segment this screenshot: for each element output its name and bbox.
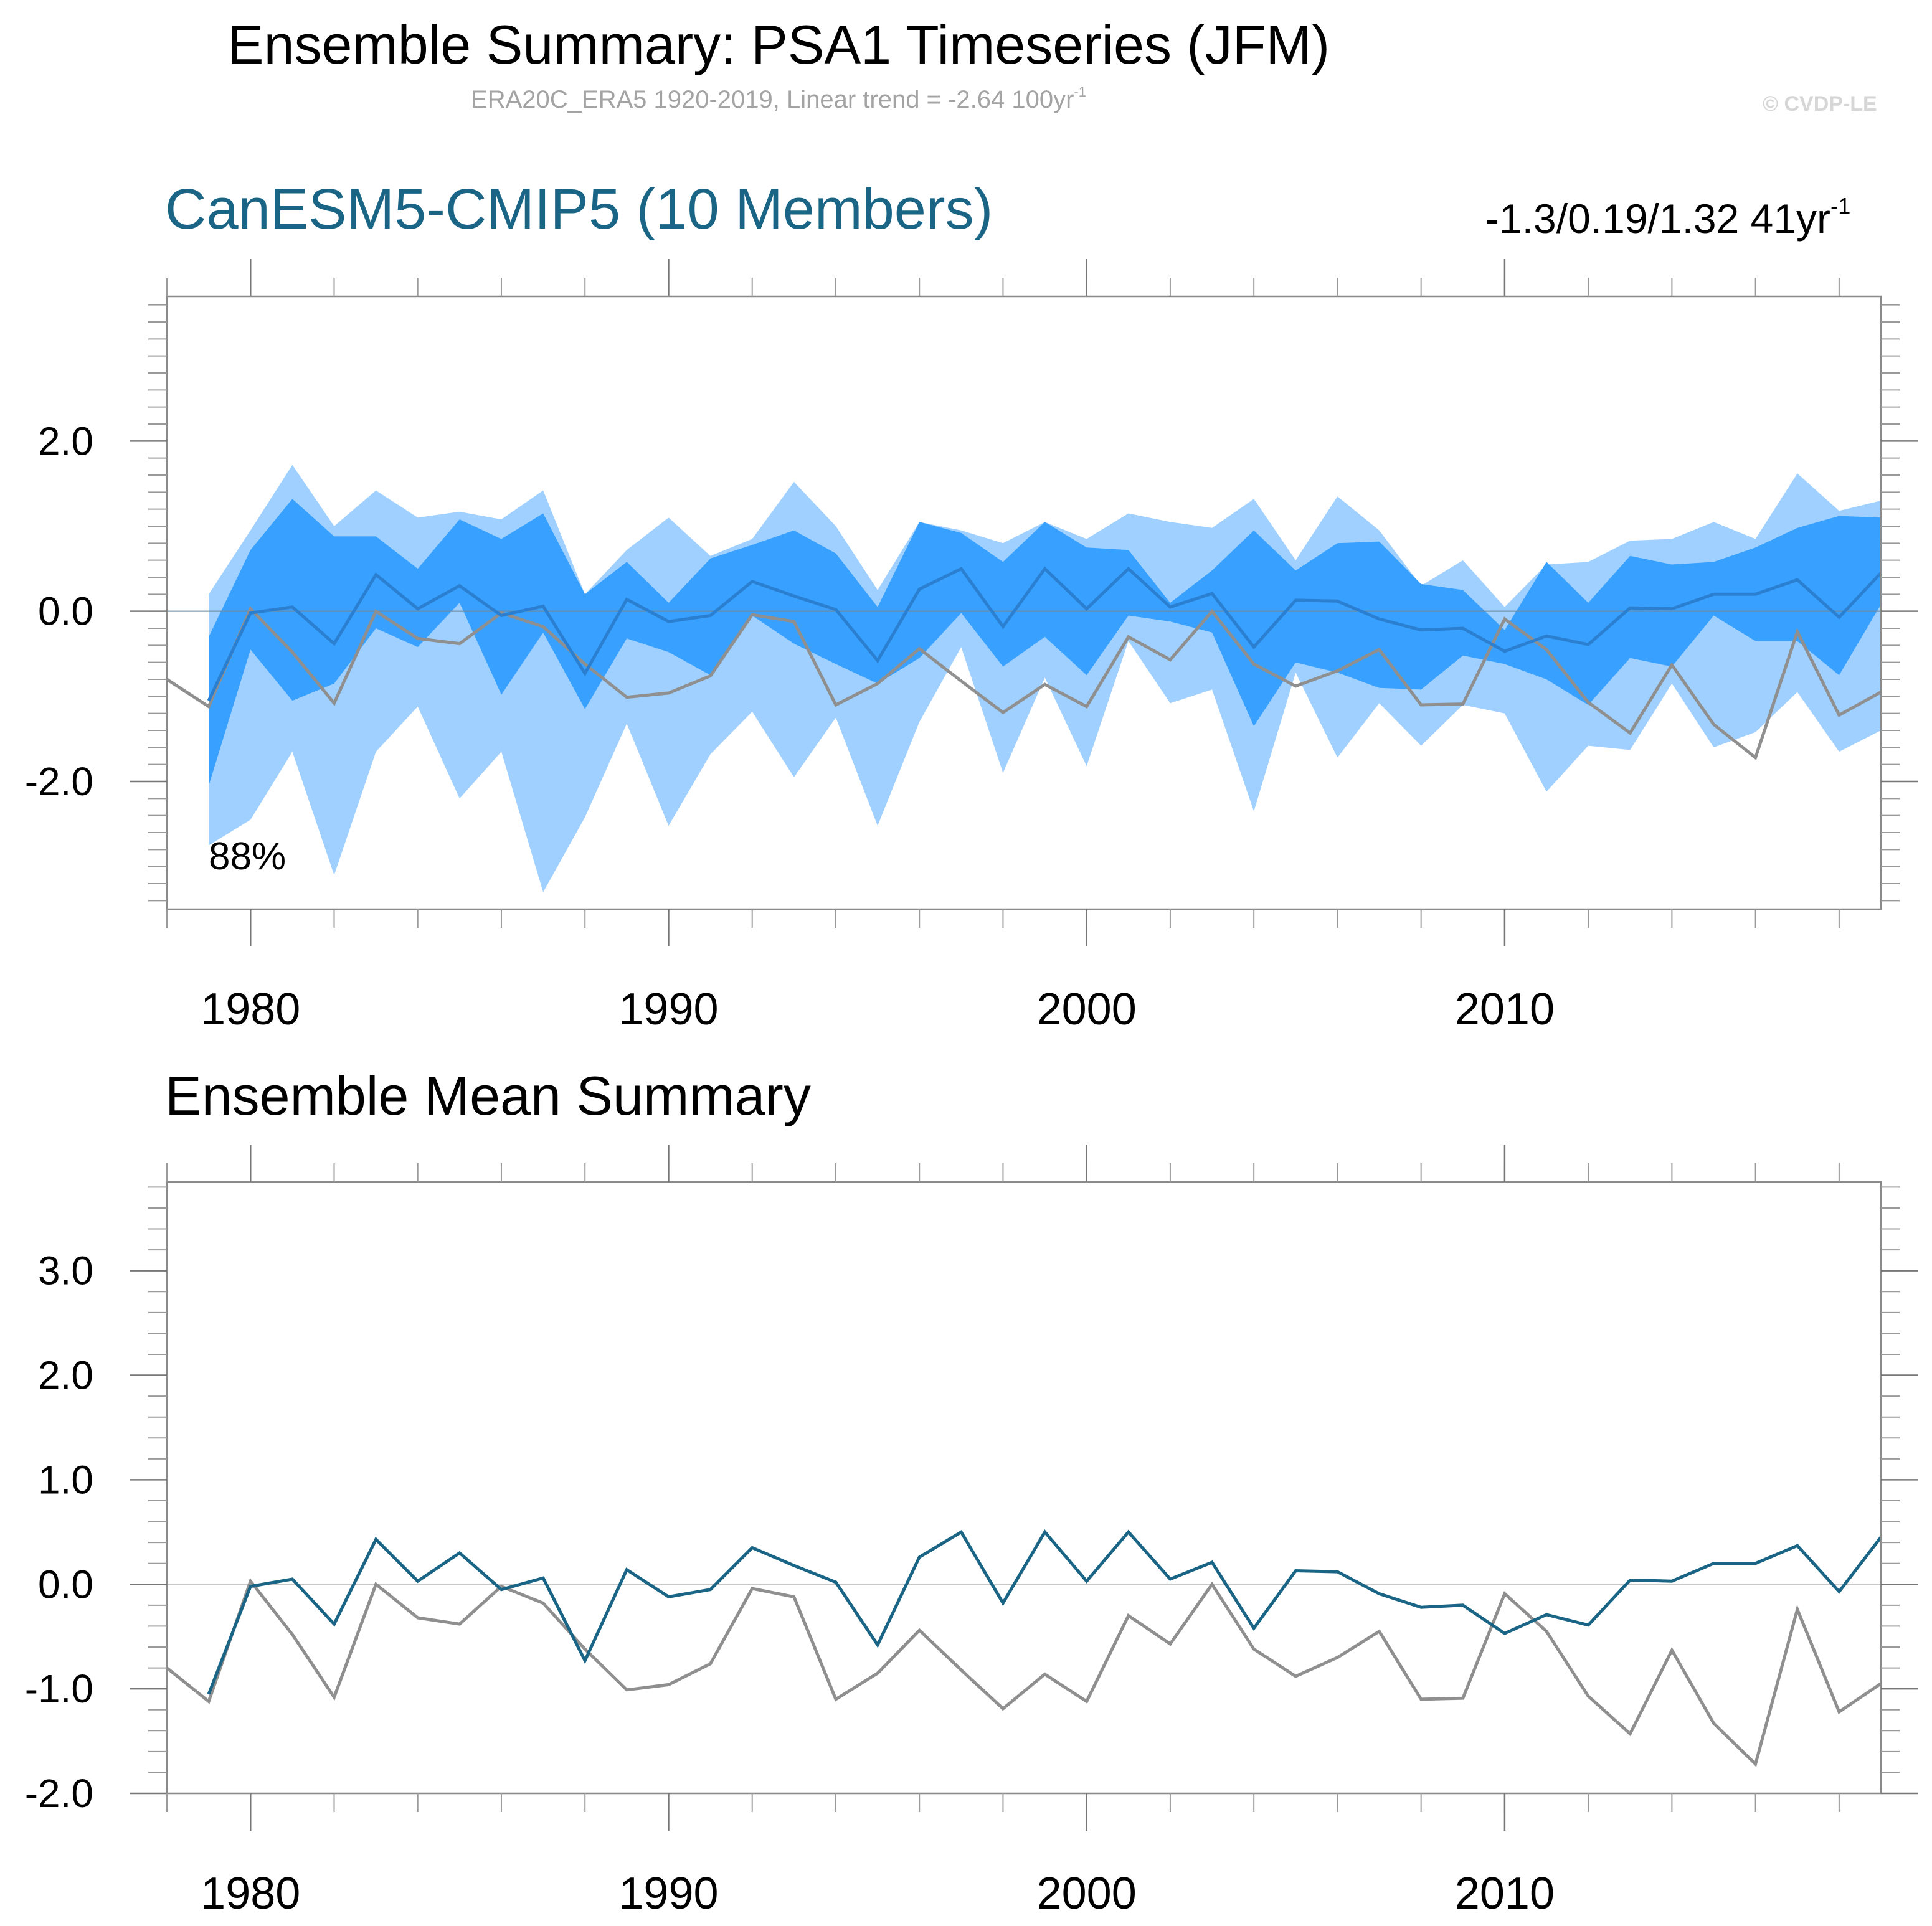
chart-main-title: Ensemble Summary: PSA1 Timeseries (JFM) (227, 14, 1330, 75)
panel1-stats-text: -1.3/0.19/1.32 41yr (1485, 196, 1831, 242)
ensemble-mean-line (207, 566, 1882, 702)
inner-spread-band (209, 499, 1881, 786)
plot-panel-2: -2.0 -1.0 0.0 1.0 2.0 3.0 1980 1990 2000 2010 (25, 1145, 1918, 1919)
x-tick-label: 1980 (201, 1869, 300, 1919)
copyright-label: © CVDP-LE (1763, 92, 1877, 116)
panel1-percent-annotation: 88% (209, 835, 286, 878)
x-tick-label: 2000 (1037, 1869, 1137, 1919)
x-tick-label: 2010 (1455, 984, 1555, 1034)
y-tick-label: 2.0 (38, 418, 93, 463)
observation-line (166, 606, 1882, 760)
y-tick-label: 1.0 (38, 1457, 93, 1502)
panel2-title: Ensemble Mean Summary (165, 1065, 811, 1126)
panel1-stats-superscript: -1 (1830, 192, 1851, 219)
plot-frame (166, 295, 1882, 910)
x-tick-label: 2000 (1037, 984, 1137, 1034)
y-tick-label: -1.0 (25, 1666, 93, 1711)
x-tick-label: 2010 (1455, 1869, 1555, 1919)
subtitle-text: ERA20C_ERA5 1920-2019, Linear trend = -2… (471, 86, 1074, 113)
subtitle-superscript: -1 (1074, 83, 1086, 100)
y-tick-label: 0.0 (38, 589, 93, 634)
chart-subtitle: ERA20C_ERA5 1920-2019, Linear trend = -2… (0, 83, 1557, 113)
x-tick-label: 1990 (618, 1869, 718, 1919)
panel1-stats: -1.3/0.19/1.32 41yr-1 (1485, 194, 1850, 242)
plot-panel-1: -2.0 0.0 2.0 1980 1990 2000 2010 (25, 259, 1918, 1034)
y-tick-label: -2.0 (25, 1771, 93, 1816)
ensemble-mean-line (207, 1529, 1882, 1695)
plot-frame (166, 1181, 1882, 1795)
y-tick-label: 0.0 (38, 1562, 93, 1607)
y-tick-label: -2.0 (25, 759, 93, 804)
observation-line (166, 1578, 1882, 1767)
x-tick-label: 1990 (618, 984, 718, 1034)
panel1-title: CanESM5-CMIP5 (10 Members) (165, 177, 993, 241)
y-tick-label: 3.0 (38, 1249, 93, 1293)
x-tick-label: 1980 (201, 984, 300, 1034)
y-tick-label: 2.0 (38, 1353, 93, 1398)
